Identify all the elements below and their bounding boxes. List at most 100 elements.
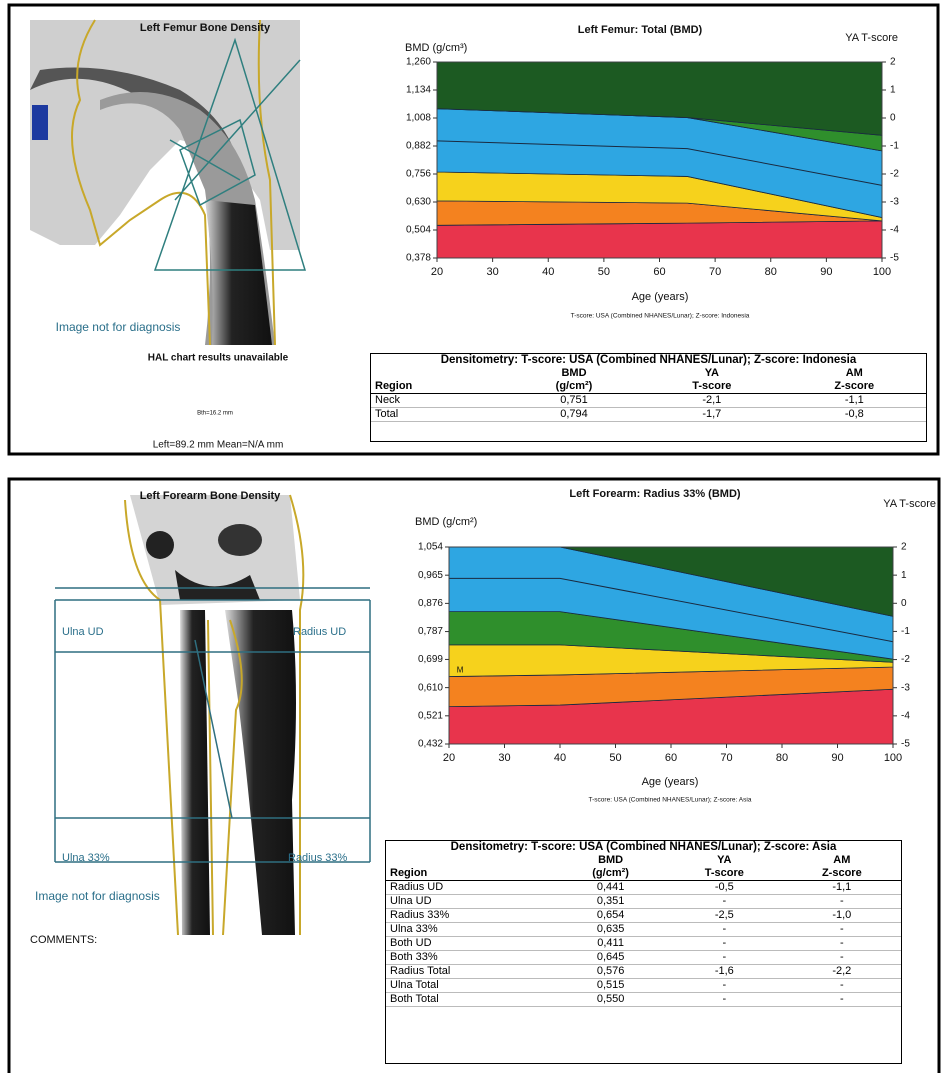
y2-tick-label: 0 — [890, 113, 896, 124]
table-cell: - — [666, 979, 783, 993]
table-cell — [386, 854, 555, 867]
table-cell: - — [666, 993, 783, 1007]
table-cell: 0,576 — [555, 965, 666, 979]
y-tick-label: 0,876 — [418, 598, 443, 609]
table-cell: -1,0 — [783, 909, 901, 923]
table-cell — [371, 367, 507, 380]
measurement: Left=89.2 mm Mean=N/A mm — [153, 440, 284, 451]
table-cell: - — [783, 979, 901, 993]
y2-tick-label: 0 — [901, 598, 907, 609]
y2-tick-label: -5 — [890, 253, 899, 264]
x-tick-label: 40 — [554, 752, 566, 764]
y-tick-label: 0,699 — [418, 654, 443, 665]
row-label: Neck — [371, 394, 507, 408]
column-header: BMD — [555, 854, 666, 867]
row-label: Ulna Total — [386, 979, 555, 993]
table-cell: 0,441 — [555, 881, 666, 895]
comments-label: COMMENTS: — [30, 934, 97, 946]
row-label: Total — [371, 408, 507, 422]
forearm-scan — [55, 495, 370, 935]
y-tick-label: 0,965 — [418, 570, 443, 581]
roi-label: Radius 33% — [288, 852, 348, 864]
x-axis-label: Age (years) — [642, 776, 699, 788]
column-header: AM — [783, 367, 926, 380]
x-tick-label: 50 — [598, 266, 610, 278]
table-cell: - — [666, 951, 783, 965]
table-header: Densitometry: T-score: USA (Combined NHA… — [371, 354, 926, 367]
table-cell: 0,351 — [555, 895, 666, 909]
y2-tick-label: -1 — [901, 626, 910, 637]
column-header: (g/cm²) — [555, 867, 666, 881]
x-tick-label: 100 — [884, 752, 902, 764]
column-header: T-score — [641, 380, 783, 394]
column-header: AM — [783, 854, 901, 867]
y-tick-label: 0,504 — [406, 225, 431, 236]
y2-tick-label: -4 — [901, 710, 910, 721]
y-axis-label: BMD (g/cm²) — [415, 516, 477, 528]
table-row: Densitometry: T-score: USA (Combined NHA… — [386, 841, 901, 854]
table-cell: 0,794 — [507, 408, 641, 422]
x-tick-label: 30 — [487, 266, 499, 278]
x-tick-label: 100 — [873, 266, 891, 278]
table-cell: 0,645 — [555, 951, 666, 965]
y2-axis-label: YA T-score — [845, 32, 898, 44]
hal-note: HAL chart results unavailable — [148, 353, 289, 364]
row-label: Ulna UD — [386, 895, 555, 909]
roi-label: Ulna 33% — [62, 852, 110, 864]
table-row: Densitometry: T-score: USA (Combined NHA… — [371, 354, 926, 367]
y-tick-label: 0,882 — [406, 141, 431, 152]
y2-tick-label: -1 — [890, 141, 899, 152]
x-tick-label: 60 — [665, 752, 677, 764]
column-header: Z-score — [783, 867, 901, 881]
row-label: Ulna 33% — [386, 923, 555, 937]
table-header: Densitometry: T-score: USA (Combined NHA… — [386, 841, 901, 854]
row-header-title: Region — [371, 380, 507, 394]
table-cell: -1,1 — [783, 881, 901, 895]
table-row: BMDYAAM — [386, 854, 901, 867]
column-header: BMD — [507, 367, 641, 380]
forearm-table: Densitometry: T-score: USA (Combined NHA… — [385, 840, 902, 1064]
x-tick-label: 50 — [609, 752, 621, 764]
x-tick-label: 70 — [720, 752, 732, 764]
disclaimer: Image not for diagnosis — [56, 320, 181, 334]
row-label: Both UD — [386, 937, 555, 951]
table-cell: 0,654 — [555, 909, 666, 923]
column-header: (g/cm²) — [507, 380, 641, 394]
table-cell: - — [783, 923, 901, 937]
x-tick-label: 90 — [831, 752, 843, 764]
table-row: Region(g/cm²)T-scoreZ-score — [371, 380, 926, 394]
table-cell: 0,550 — [555, 993, 666, 1007]
table-cell: 0,635 — [555, 923, 666, 937]
table-row: Radius 33%0,654-2,5-1,0 — [386, 909, 901, 923]
table-cell: -2,1 — [641, 394, 783, 408]
column-header: Z-score — [783, 380, 926, 394]
y2-tick-label: 2 — [901, 542, 907, 553]
row-label: Radius UD — [386, 881, 555, 895]
image-title: Left Forearm Bone Density — [140, 490, 281, 502]
x-tick-label: 80 — [776, 752, 788, 764]
table-row: Both 33%0,645-- — [386, 951, 901, 965]
x-tick-label: 40 — [542, 266, 554, 278]
table-cell: - — [783, 895, 901, 909]
page: Left Femur Bone Density Image not for di… — [0, 0, 943, 1073]
y2-tick-label: 2 — [890, 57, 896, 68]
row-label: Both Total — [386, 993, 555, 1007]
table-cell: - — [666, 923, 783, 937]
x-tick-label: 20 — [443, 752, 455, 764]
femur-table: Densitometry: T-score: USA (Combined NHA… — [370, 353, 927, 442]
y-tick-label: 0,521 — [418, 710, 443, 721]
small-note: Bth=16.2 mm — [197, 411, 233, 417]
footnote: T-score: USA (Combined NHANES/Lunar); Z-… — [571, 313, 750, 320]
table-cell: 0,515 — [555, 979, 666, 993]
x-tick-label: 60 — [653, 266, 665, 278]
row-label: Radius 33% — [386, 909, 555, 923]
y2-tick-label: -2 — [890, 169, 899, 180]
table-cell: - — [783, 937, 901, 951]
y-tick-label: 0,610 — [418, 682, 443, 693]
table-row: Radius UD0,441-0,5-1,1 — [386, 881, 901, 895]
